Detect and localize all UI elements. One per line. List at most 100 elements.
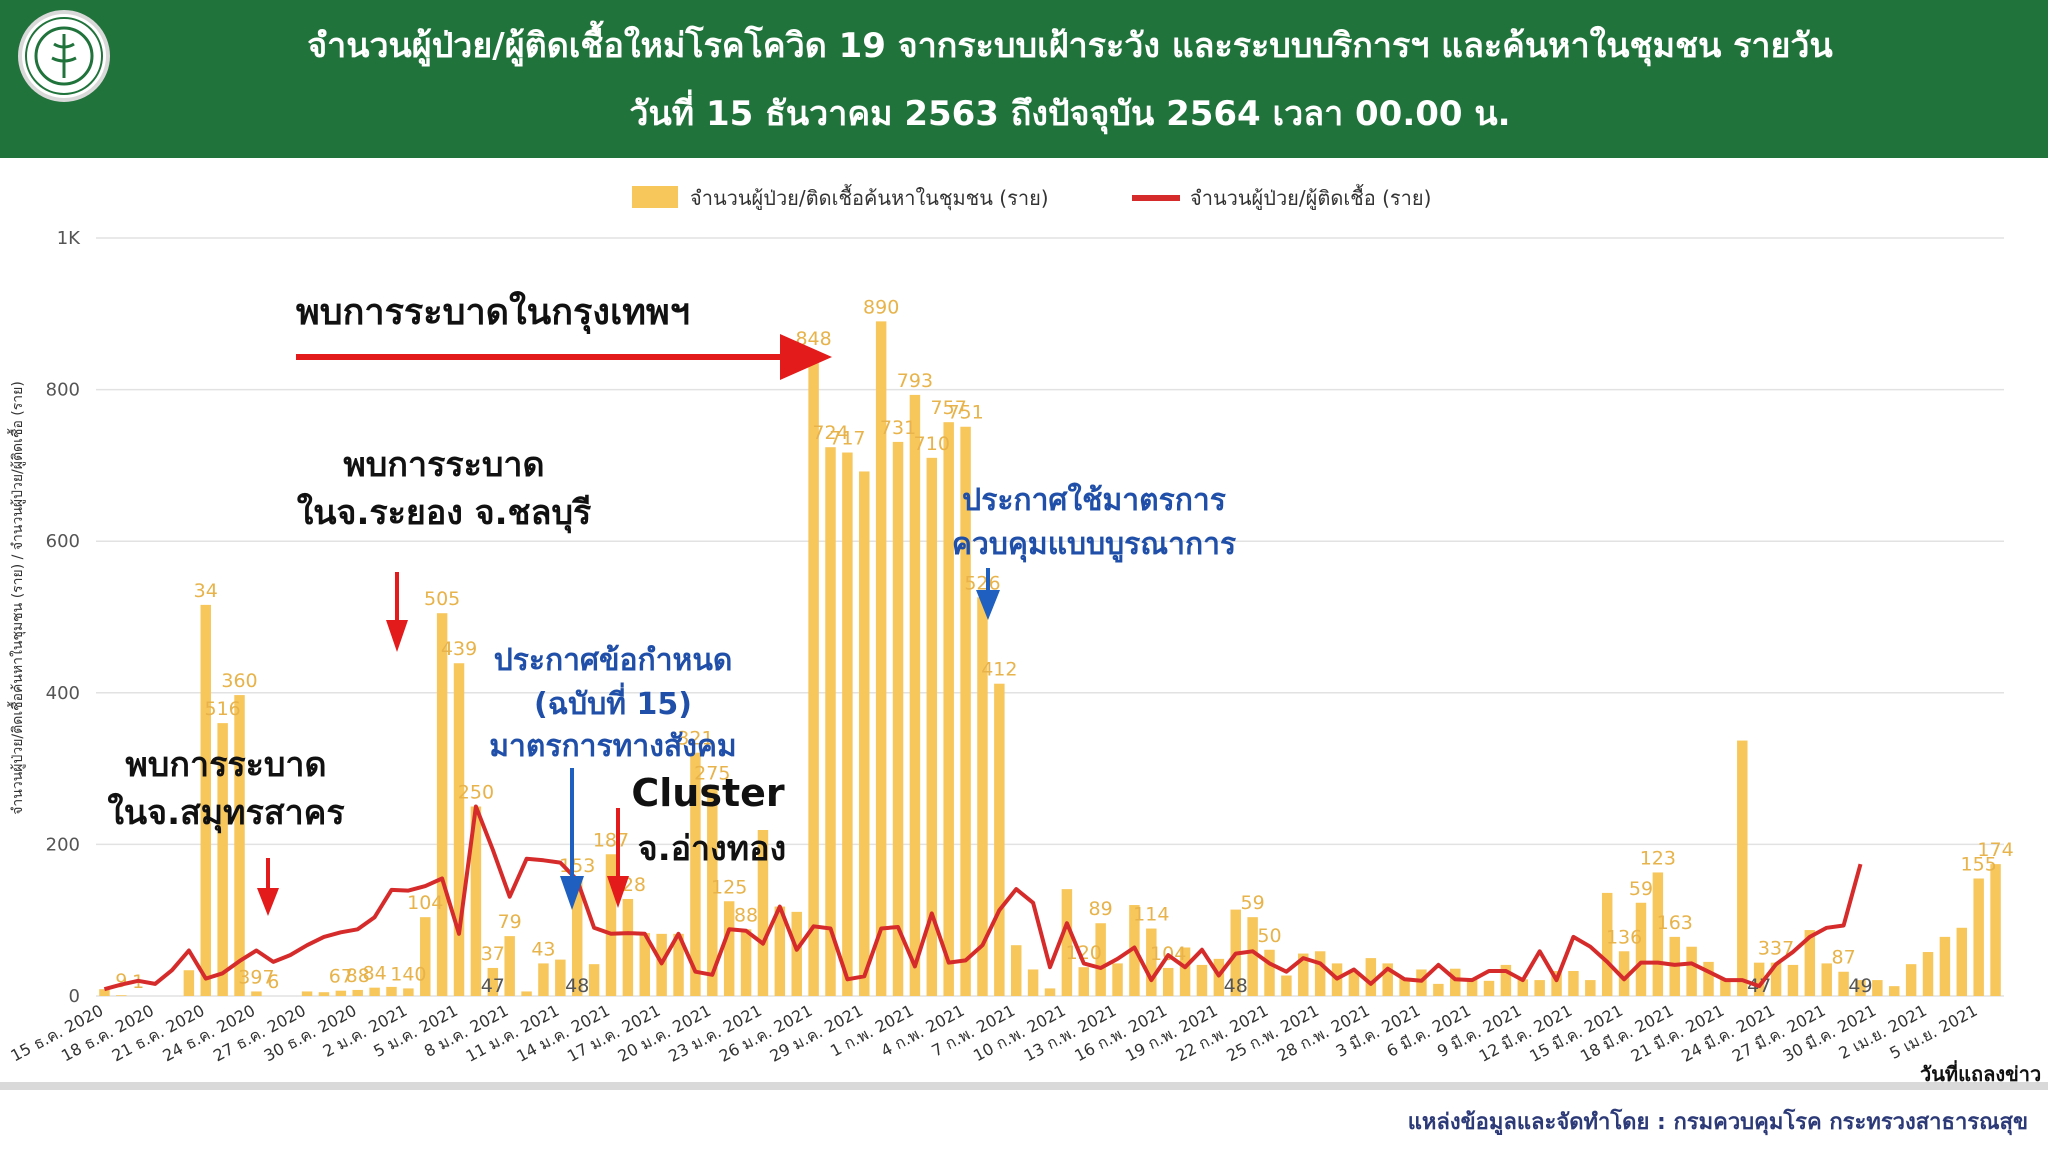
bar-value-label: 87 [1831, 947, 1855, 969]
bar [926, 457, 938, 996]
bar [1010, 945, 1022, 996]
bar [538, 963, 549, 996]
bar [1517, 979, 1529, 996]
y-tick-label: 200 [46, 834, 80, 855]
bar [1585, 980, 1596, 996]
bar [470, 806, 482, 996]
bar-value-label: 731 [880, 417, 916, 439]
bar [1686, 946, 1697, 996]
arrow-samut [257, 858, 279, 916]
annotations: พบการระบาดในกรุงเทพฯ พบการระบาด ในจ.ระยอ… [107, 290, 1236, 916]
bar [723, 901, 735, 996]
bar-value-label: 140 [390, 963, 426, 985]
annotation-cluster-2: จ.อ่างทอง [638, 829, 786, 869]
legend-label-line: จำนวนผู้ป่วย/ผู้ติดเชื้อ (ราย) [1190, 184, 1431, 211]
bar [234, 695, 245, 996]
bar-value-label: 337 [1758, 938, 1794, 960]
bar-value-label: 163 [1657, 912, 1693, 934]
bar [875, 321, 887, 996]
page-title: จำนวนผู้ป่วย/ผู้ติดเชื้อใหม่โรคโควิด 19 … [307, 26, 1833, 66]
bar-value-label: 848 [795, 328, 831, 350]
bar-value-label: 88 [346, 965, 370, 987]
annotation-cluster-1: Cluster [631, 771, 785, 815]
base-value-label: 48 [1224, 975, 1248, 997]
bar [1534, 980, 1545, 996]
annotation-samut-1: พบการระบาด [125, 745, 326, 785]
bar [960, 426, 971, 996]
bar-value-label: 321 [677, 728, 713, 750]
bar-value-label: 88 [734, 904, 758, 926]
bar [1872, 980, 1883, 996]
bar-value-label: 37 [481, 943, 505, 965]
bar [1348, 971, 1360, 996]
y-tick-label: 400 [46, 683, 80, 704]
bar [605, 854, 617, 996]
arrow-measure [976, 568, 1000, 620]
gridlines [96, 237, 2004, 997]
bar [1753, 962, 1765, 996]
bar [1314, 951, 1326, 996]
bar [301, 991, 313, 996]
bar [1855, 980, 1866, 996]
bar [369, 987, 380, 996]
bar-value-label: 250 [458, 782, 494, 804]
bar [1078, 967, 1090, 996]
bar-value-label: 123 [1640, 847, 1676, 869]
bar [1500, 964, 1512, 996]
bar-value-label: 6 [267, 971, 279, 993]
bar [1365, 958, 1377, 996]
source-credit: แหล่งข้อมูลและจัดทำโดย : กรมควบคุมโรค กร… [1407, 1110, 2028, 1135]
header-bar: จำนวนผู้ป่วย/ผู้ติดเชื้อใหม่โรคโควิด 19 … [0, 0, 2048, 158]
bar [453, 663, 465, 996]
y-axis-title: จำนวนผู้ป่วย/ติดเชื้อค้นหาในชุมชน (ราย) … [7, 381, 26, 815]
y-tick-label: 600 [46, 531, 80, 552]
bar [1889, 986, 1900, 996]
bar [943, 422, 954, 997]
bar-value-label: 136 [1606, 926, 1642, 948]
bar-value-label: 120 [1066, 942, 1102, 964]
bar [352, 989, 363, 996]
bar-value-label: 59 [1629, 878, 1653, 900]
series-line [103, 804, 1863, 992]
bar-series [99, 321, 2001, 997]
bar [1551, 970, 1562, 996]
bar [1196, 964, 1208, 996]
bar [1973, 878, 1984, 996]
annotation-rayong-1: พบการระบาด [343, 445, 544, 485]
ministry-logo [18, 10, 110, 102]
bar [1821, 963, 1832, 996]
bar [555, 959, 566, 996]
bar [1483, 980, 1495, 996]
y-tick-label: 800 [46, 380, 80, 401]
bar-value-label: 9 [115, 970, 127, 992]
bar [825, 447, 836, 996]
bar [1179, 947, 1191, 996]
bar [318, 992, 330, 996]
bar [335, 990, 347, 996]
bar [183, 970, 195, 996]
bar-value-label: 104 [407, 892, 443, 914]
annotation-bangkok: พบการระบาดในกรุงเทพฯ [296, 290, 690, 335]
bar [1264, 949, 1275, 996]
bar [842, 452, 853, 996]
bar-value-label: 174 [1977, 839, 2013, 861]
line-series [103, 804, 1863, 992]
bar [1737, 740, 1748, 996]
bar [1770, 962, 1782, 996]
annotation-samut-2: ในจ.สมุทรสาคร [107, 792, 345, 834]
bar [892, 441, 904, 997]
bar [1956, 927, 1968, 996]
bar [403, 988, 414, 996]
bar [217, 723, 228, 996]
bar [994, 683, 1005, 996]
annotation-measure-1: ประกาศใช้มาตรการ [962, 482, 1226, 518]
bar [571, 880, 583, 996]
bar-value-label: 59 [1241, 892, 1265, 914]
bar-value-label: 397 [238, 966, 274, 988]
bar [1112, 963, 1123, 996]
bar-value-label: 89 [1089, 898, 1113, 920]
y-ticks: 0 200 400 600 800 1K [46, 228, 82, 1007]
bar [1804, 930, 1816, 996]
bar-value-label: 412 [981, 659, 1017, 681]
bar [200, 604, 211, 996]
